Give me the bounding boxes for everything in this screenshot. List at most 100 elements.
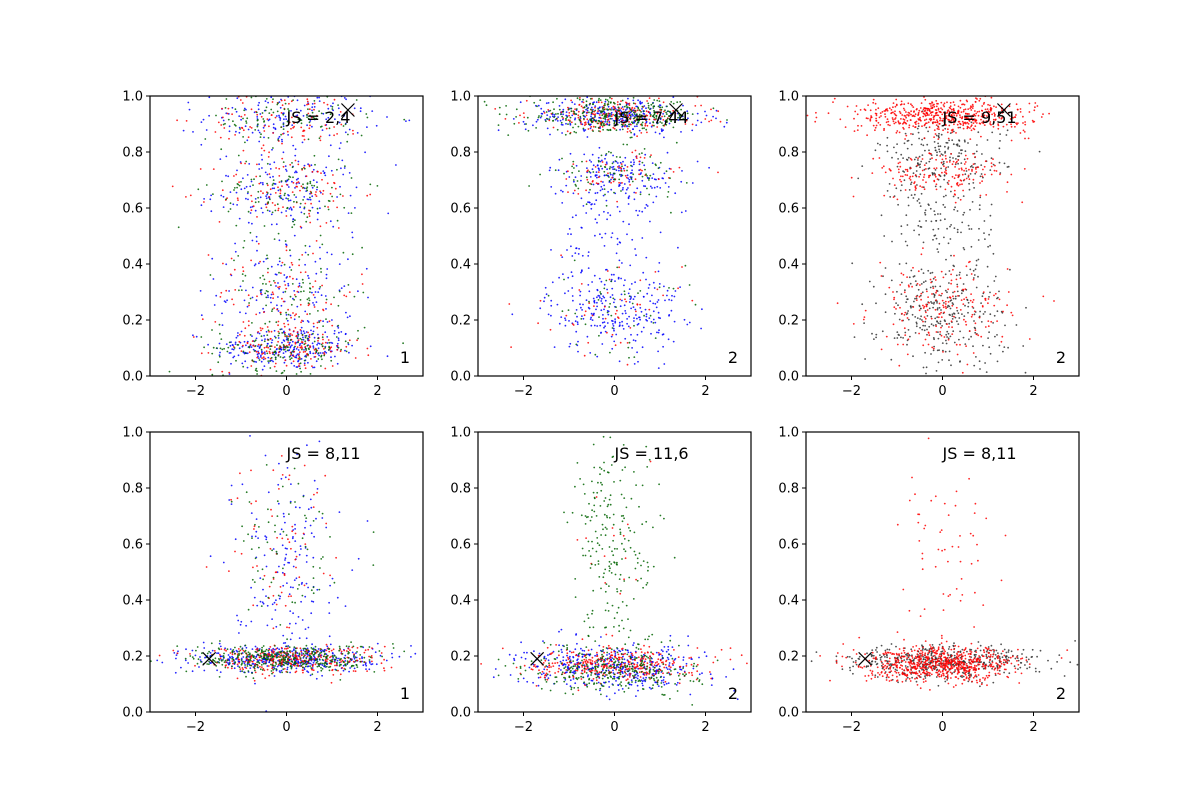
- data-point: [629, 114, 632, 116]
- data-point: [251, 286, 254, 289]
- data-point: [268, 151, 270, 154]
- data-point: [325, 273, 328, 276]
- data-point: [268, 350, 271, 353]
- data-point: [289, 176, 292, 179]
- data-point: [925, 288, 928, 291]
- data-point: [255, 367, 258, 370]
- data-point: [969, 173, 972, 175]
- data-point: [583, 124, 586, 127]
- data-point: [640, 132, 643, 134]
- data-point: [291, 166, 294, 169]
- data-point: [221, 324, 224, 326]
- data-point: [254, 209, 257, 212]
- data-point: [857, 124, 859, 127]
- data-point: [933, 294, 936, 297]
- data-point: [988, 119, 990, 122]
- data-point: [972, 166, 974, 169]
- data-point: [324, 331, 327, 334]
- data-point: [951, 114, 953, 117]
- data-point: [970, 109, 973, 111]
- data-point: [312, 116, 315, 119]
- data-point: [570, 99, 572, 102]
- data-point: [610, 335, 613, 338]
- data-point: [229, 208, 232, 210]
- data-point: [972, 182, 975, 184]
- data-point: [633, 107, 636, 110]
- data-point: [955, 278, 958, 281]
- data-point: [886, 150, 889, 153]
- data-point: [973, 187, 975, 189]
- data-point: [295, 178, 298, 181]
- data-point: [332, 102, 334, 105]
- data-point: [307, 112, 310, 115]
- data-point: [970, 124, 973, 127]
- data-point: [219, 158, 222, 161]
- data-point: [944, 206, 946, 209]
- data-point: [902, 170, 904, 173]
- data-point: [323, 354, 326, 357]
- data-point: [278, 114, 280, 117]
- data-point: [955, 114, 958, 117]
- data-point: [901, 123, 904, 125]
- data-point: [342, 664, 345, 667]
- data-point: [974, 110, 976, 112]
- data-point: [1012, 116, 1014, 119]
- data-point: [985, 371, 988, 373]
- data-point: [935, 325, 937, 328]
- data-point: [289, 358, 292, 361]
- data-point: [659, 106, 662, 109]
- data-point: [951, 333, 954, 335]
- data-point: [662, 101, 665, 104]
- data-point: [609, 173, 612, 176]
- data-point: [683, 318, 686, 321]
- data-point: [563, 278, 565, 281]
- data-point: [357, 337, 359, 340]
- data-point: [274, 127, 277, 130]
- data-point: [277, 330, 280, 333]
- data-point: [510, 346, 512, 348]
- data-point: [610, 113, 613, 116]
- data-point: [245, 108, 247, 111]
- data-point: [937, 331, 939, 333]
- data-point: [366, 116, 369, 119]
- data-point: [321, 358, 323, 361]
- data-point: [899, 284, 902, 286]
- data-point: [959, 183, 961, 186]
- data-point: [269, 345, 272, 348]
- data-point: [661, 122, 663, 124]
- data-point: [619, 156, 621, 159]
- data-point: [653, 186, 656, 189]
- data-point: [643, 164, 646, 167]
- data-point: [320, 343, 323, 346]
- data-point: [328, 320, 331, 323]
- data-point: [920, 192, 923, 195]
- data-point: [658, 286, 661, 289]
- data-point: [634, 339, 637, 342]
- data-point: [616, 200, 618, 203]
- data-point: [577, 110, 580, 113]
- data-point: [296, 114, 299, 117]
- data-point: [315, 272, 318, 275]
- data-point: [505, 113, 508, 116]
- data-point: [941, 292, 943, 295]
- data-point: [257, 357, 260, 359]
- data-point: [593, 324, 596, 327]
- data-point: [301, 278, 304, 281]
- data-point: [710, 108, 712, 111]
- data-point: [277, 324, 279, 327]
- data-point: [581, 309, 583, 311]
- data-point: [895, 302, 897, 304]
- data-point: [597, 182, 600, 185]
- data-point: [619, 161, 622, 164]
- data-point: [621, 182, 623, 184]
- data-point: [932, 349, 935, 352]
- data-point: [295, 108, 298, 111]
- data-point: [950, 119, 953, 122]
- data-point: [351, 651, 354, 654]
- data-point: [946, 291, 948, 294]
- data-point: [984, 173, 986, 176]
- data-points: [150, 435, 417, 712]
- data-point: [245, 344, 247, 347]
- data-point: [347, 342, 349, 344]
- data-point: [236, 183, 239, 185]
